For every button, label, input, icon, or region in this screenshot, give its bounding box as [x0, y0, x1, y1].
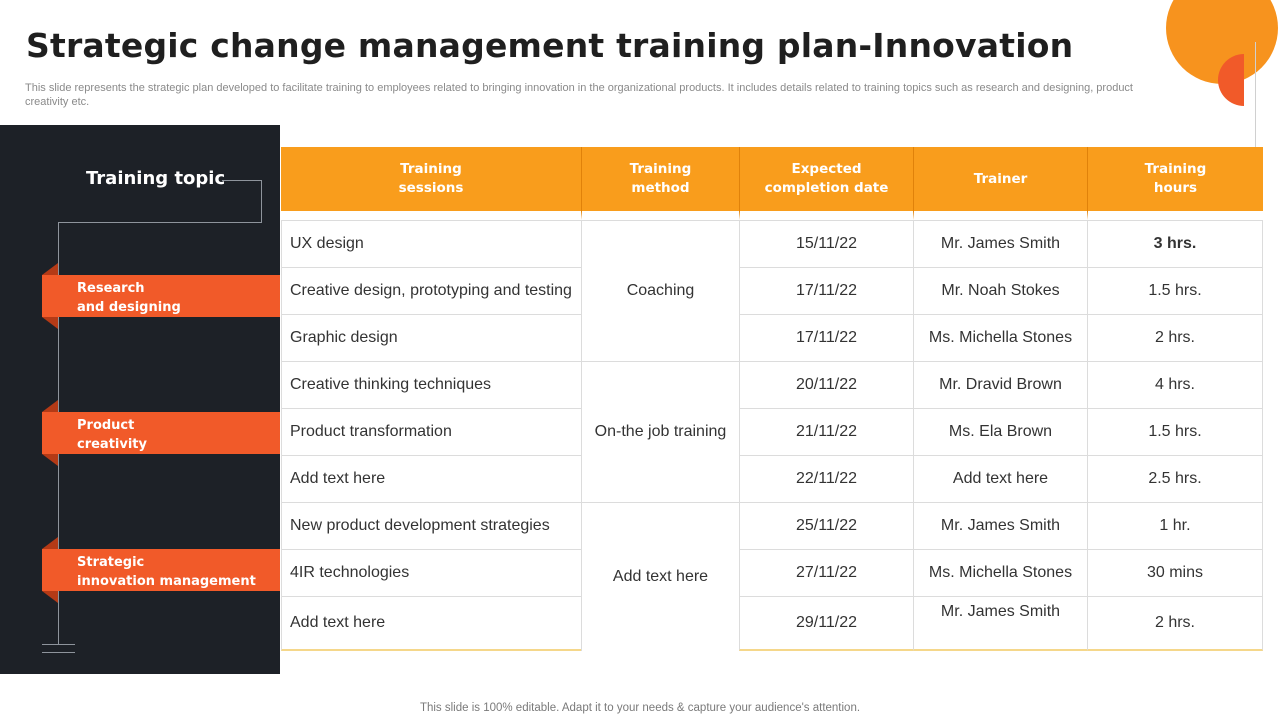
tag-fold	[42, 263, 58, 275]
header-expected-completion-date: Expected completion date	[739, 147, 913, 220]
hours-cell: 1.5 hrs.	[1087, 267, 1263, 314]
tag-fold	[42, 400, 58, 412]
hours-cell: 30 mins	[1087, 549, 1263, 596]
date-cell: 29/11/22	[739, 596, 913, 651]
hours-cell: 1 hr.	[1087, 502, 1263, 549]
page-subtitle: This slide represents the strategic plan…	[25, 82, 1133, 108]
topic-tag-line: and designing	[77, 300, 181, 315]
trainer-cell: Add text here	[913, 455, 1087, 502]
date-cell: 22/11/22	[739, 455, 913, 502]
connector-line	[58, 222, 262, 223]
training-plan-table: Training sessions Training method Expected…	[281, 147, 1263, 651]
table-row: UX design Coaching 15/11/22 Mr. James Sm…	[281, 220, 1263, 361]
table-header-row: Training sessions Training method Expected…	[281, 147, 1263, 220]
trainer-cell: Mr. Dravid Brown	[913, 361, 1087, 408]
session-cell: Creative thinking techniques	[281, 361, 581, 408]
hours-cell: 2 hrs.	[1087, 596, 1263, 651]
table-row: Add text here 29/11/22 Mr. James Smith 2…	[281, 596, 1263, 651]
topic-tag-product-creativity: Product creativity	[42, 412, 280, 454]
date-cell: 17/11/22	[739, 314, 913, 361]
hours-cell: 2.5 hrs.	[1087, 455, 1263, 502]
hours-cell: 2 hrs.	[1087, 314, 1263, 361]
training-topic-heading: Training topic	[86, 168, 226, 189]
trainer-cell: Mr. James Smith	[913, 502, 1087, 549]
trainer-cell: Mr. James Smith	[913, 596, 1087, 651]
topic-tag-line: creativity	[77, 437, 147, 452]
topic-tag-line: Strategic	[77, 555, 145, 570]
session-cell: New product development strategies	[281, 502, 581, 549]
header-training-method: Training method	[581, 147, 739, 220]
table-row: Graphic design 17/11/22 Ms. Michella Sto…	[281, 314, 1263, 361]
trainer-cell: Ms. Michella Stones	[913, 549, 1087, 596]
method-cell: On-the job training	[581, 361, 739, 502]
hours-cell: 3 hrs.	[1087, 220, 1263, 267]
table-row: New product development strategies Add t…	[281, 502, 1263, 651]
session-cell: Add text here	[281, 596, 581, 651]
tag-fold	[42, 591, 58, 603]
tag-fold	[42, 454, 58, 466]
session-cell: Product transformation	[281, 408, 581, 455]
header-trainer: Trainer	[913, 147, 1087, 220]
hours-cell: 1.5 hrs.	[1087, 408, 1263, 455]
header-training-hours: Training hours	[1087, 147, 1263, 220]
connector-line	[261, 180, 262, 222]
table-row: Creative thinking techniques On-the job …	[281, 361, 1263, 502]
tag-fold	[42, 317, 58, 329]
connector-line	[222, 180, 262, 181]
date-cell: 21/11/22	[739, 408, 913, 455]
session-cell: 4IR technologies	[281, 549, 581, 596]
session-cell: Add text here	[281, 455, 581, 502]
footer-note: This slide is 100% editable. Adapt it to…	[419, 702, 861, 714]
table-row: Add text here 22/11/22 Add text here 2.5…	[281, 455, 1263, 502]
method-cell: Coaching	[581, 220, 739, 361]
topic-tag-line: innovation management	[77, 574, 256, 589]
tag-fold	[42, 537, 58, 549]
topic-tag-innovation-management: Strategic innovation management	[42, 549, 280, 591]
topic-tag-research: Research and designing	[42, 275, 280, 317]
trainer-cell: Mr. James Smith	[913, 220, 1087, 267]
table-row: 4IR technologies 27/11/22 Ms. Michella S…	[281, 549, 1263, 596]
session-cell: Creative design, prototyping and testing	[281, 267, 581, 314]
date-cell: 15/11/22	[739, 220, 913, 267]
session-cell: UX design	[281, 220, 581, 267]
topic-tag-line: Research	[77, 281, 145, 296]
timeline-base-line	[42, 644, 75, 645]
date-cell: 25/11/22	[739, 502, 913, 549]
topic-tag-line: Product	[77, 418, 135, 433]
date-cell: 20/11/22	[739, 361, 913, 408]
date-cell: 17/11/22	[739, 267, 913, 314]
trainer-cell: Ms. Michella Stones	[913, 314, 1087, 361]
method-cell: Add text here	[581, 502, 739, 651]
table-row: Creative design, prototyping and testing…	[281, 267, 1263, 314]
session-cell: Graphic design	[281, 314, 581, 361]
hours-cell: 4 hrs.	[1087, 361, 1263, 408]
header-training-sessions: Training sessions	[281, 147, 581, 220]
decorative-divider-line	[1255, 42, 1256, 148]
timeline-base-line	[42, 652, 75, 653]
trainer-cell: Mr. Noah Stokes	[913, 267, 1087, 314]
table-row: Product transformation 21/11/22 Ms. Ela …	[281, 408, 1263, 455]
page-title: Strategic change management training pla…	[26, 26, 1074, 65]
trainer-cell: Ms. Ela Brown	[913, 408, 1087, 455]
date-cell: 27/11/22	[739, 549, 913, 596]
